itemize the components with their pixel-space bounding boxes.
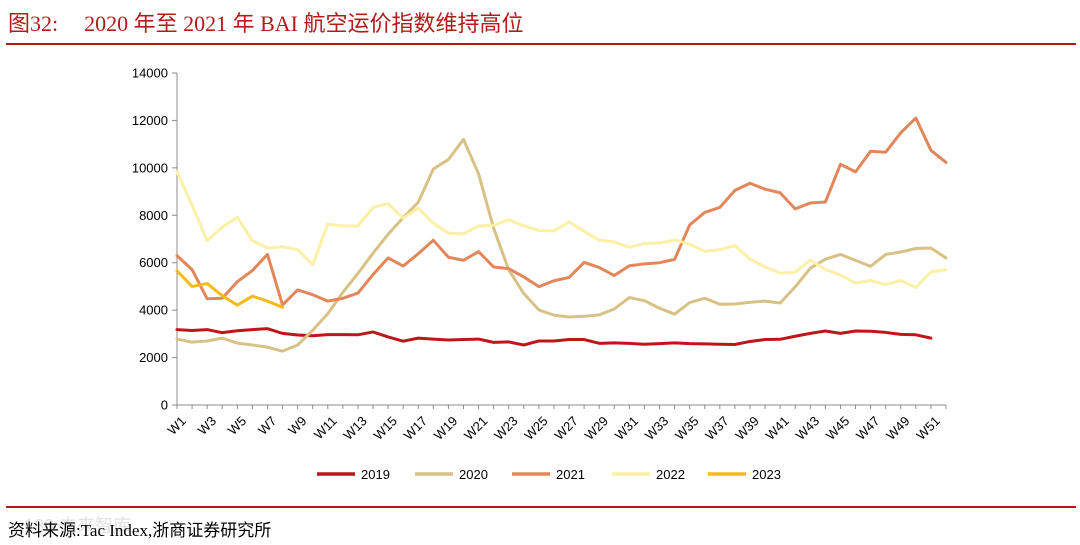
legend-label-2020: 2020: [459, 467, 488, 482]
x-tick-label: W49: [883, 413, 913, 443]
x-tick-label: W19: [431, 413, 461, 443]
series-line-2021: [175, 116, 948, 307]
x-tick-label: W33: [642, 413, 672, 443]
x-tick-label: W15: [370, 413, 400, 443]
figure-title-text: 2020 年至 2021 年 BAI 航空运价指数维持高位: [84, 11, 524, 36]
legend-label-2019: 2019: [361, 467, 390, 482]
title-divider: [6, 43, 1076, 45]
x-tick-label: W21: [461, 413, 491, 443]
series-line-2023: [175, 269, 285, 309]
footer-divider: [6, 506, 1076, 508]
series-line-2020: [175, 137, 948, 353]
y-tick-label: 8000: [139, 208, 168, 223]
x-tick-label: W47: [853, 413, 883, 443]
x-tick-label: W17: [401, 413, 431, 443]
x-tick-label: W39: [732, 413, 762, 443]
series-line-2022: [175, 170, 948, 289]
x-tick-label: W13: [340, 413, 370, 443]
x-tick-label: W43: [793, 413, 823, 443]
x-tick-label: W41: [763, 413, 793, 443]
x-axis: W1 W3 W5 W7 W9 W11 W13 W15 W17 W19 W21 W23 W25 W27 W29…: [165, 404, 947, 443]
x-tick-label: W45: [823, 413, 853, 443]
y-tick-label: 10000: [132, 160, 168, 175]
y-tick-label: 4000: [139, 303, 168, 318]
y-tick-label: 6000: [139, 255, 168, 270]
legend-label-2022: 2022: [656, 467, 685, 482]
legend-label-2023: 2023: [752, 467, 781, 482]
x-tick-label: W5: [225, 413, 249, 437]
source-note: 资料来源:Tac Index,浙商证券研究所: [8, 521, 272, 540]
x-tick-label: W23: [491, 413, 521, 443]
series-lines: [175, 116, 948, 353]
y-tick-label: 12000: [132, 113, 168, 128]
x-tick-label: W37: [702, 413, 732, 443]
y-tick-label: 0: [161, 398, 168, 413]
legend-label-2021: 2021: [556, 467, 585, 482]
x-tick-label: W31: [612, 413, 642, 443]
x-tick-label: W7: [255, 413, 279, 437]
x-tick-label: W29: [582, 413, 612, 443]
x-tick-label: W3: [195, 413, 219, 437]
y-axis: 0 2000 4000 6000 8000 10000 12000 14000: [132, 66, 178, 413]
x-tick-label: W1: [165, 413, 189, 437]
x-tick-label: W25: [521, 413, 551, 443]
y-tick-label: 14000: [132, 66, 168, 81]
x-tick-label: W27: [551, 413, 581, 443]
x-tick-label: W51: [913, 413, 943, 443]
figure-label: 图32:: [8, 11, 59, 36]
x-tick-label: W9: [285, 413, 309, 437]
x-tick-label: W35: [672, 413, 702, 443]
y-tick-label: 2000: [139, 350, 168, 365]
x-tick-label: W11: [311, 413, 340, 442]
watermark: 180 未来智库: [24, 516, 131, 536]
figure-title: 图32: 2020 年至 2021 年 BAI 航空运价指数维持高位: [8, 6, 524, 38]
series-line-2019: [175, 327, 933, 347]
chart-legend: 2019 2020 2021 2022 2023: [317, 467, 781, 482]
